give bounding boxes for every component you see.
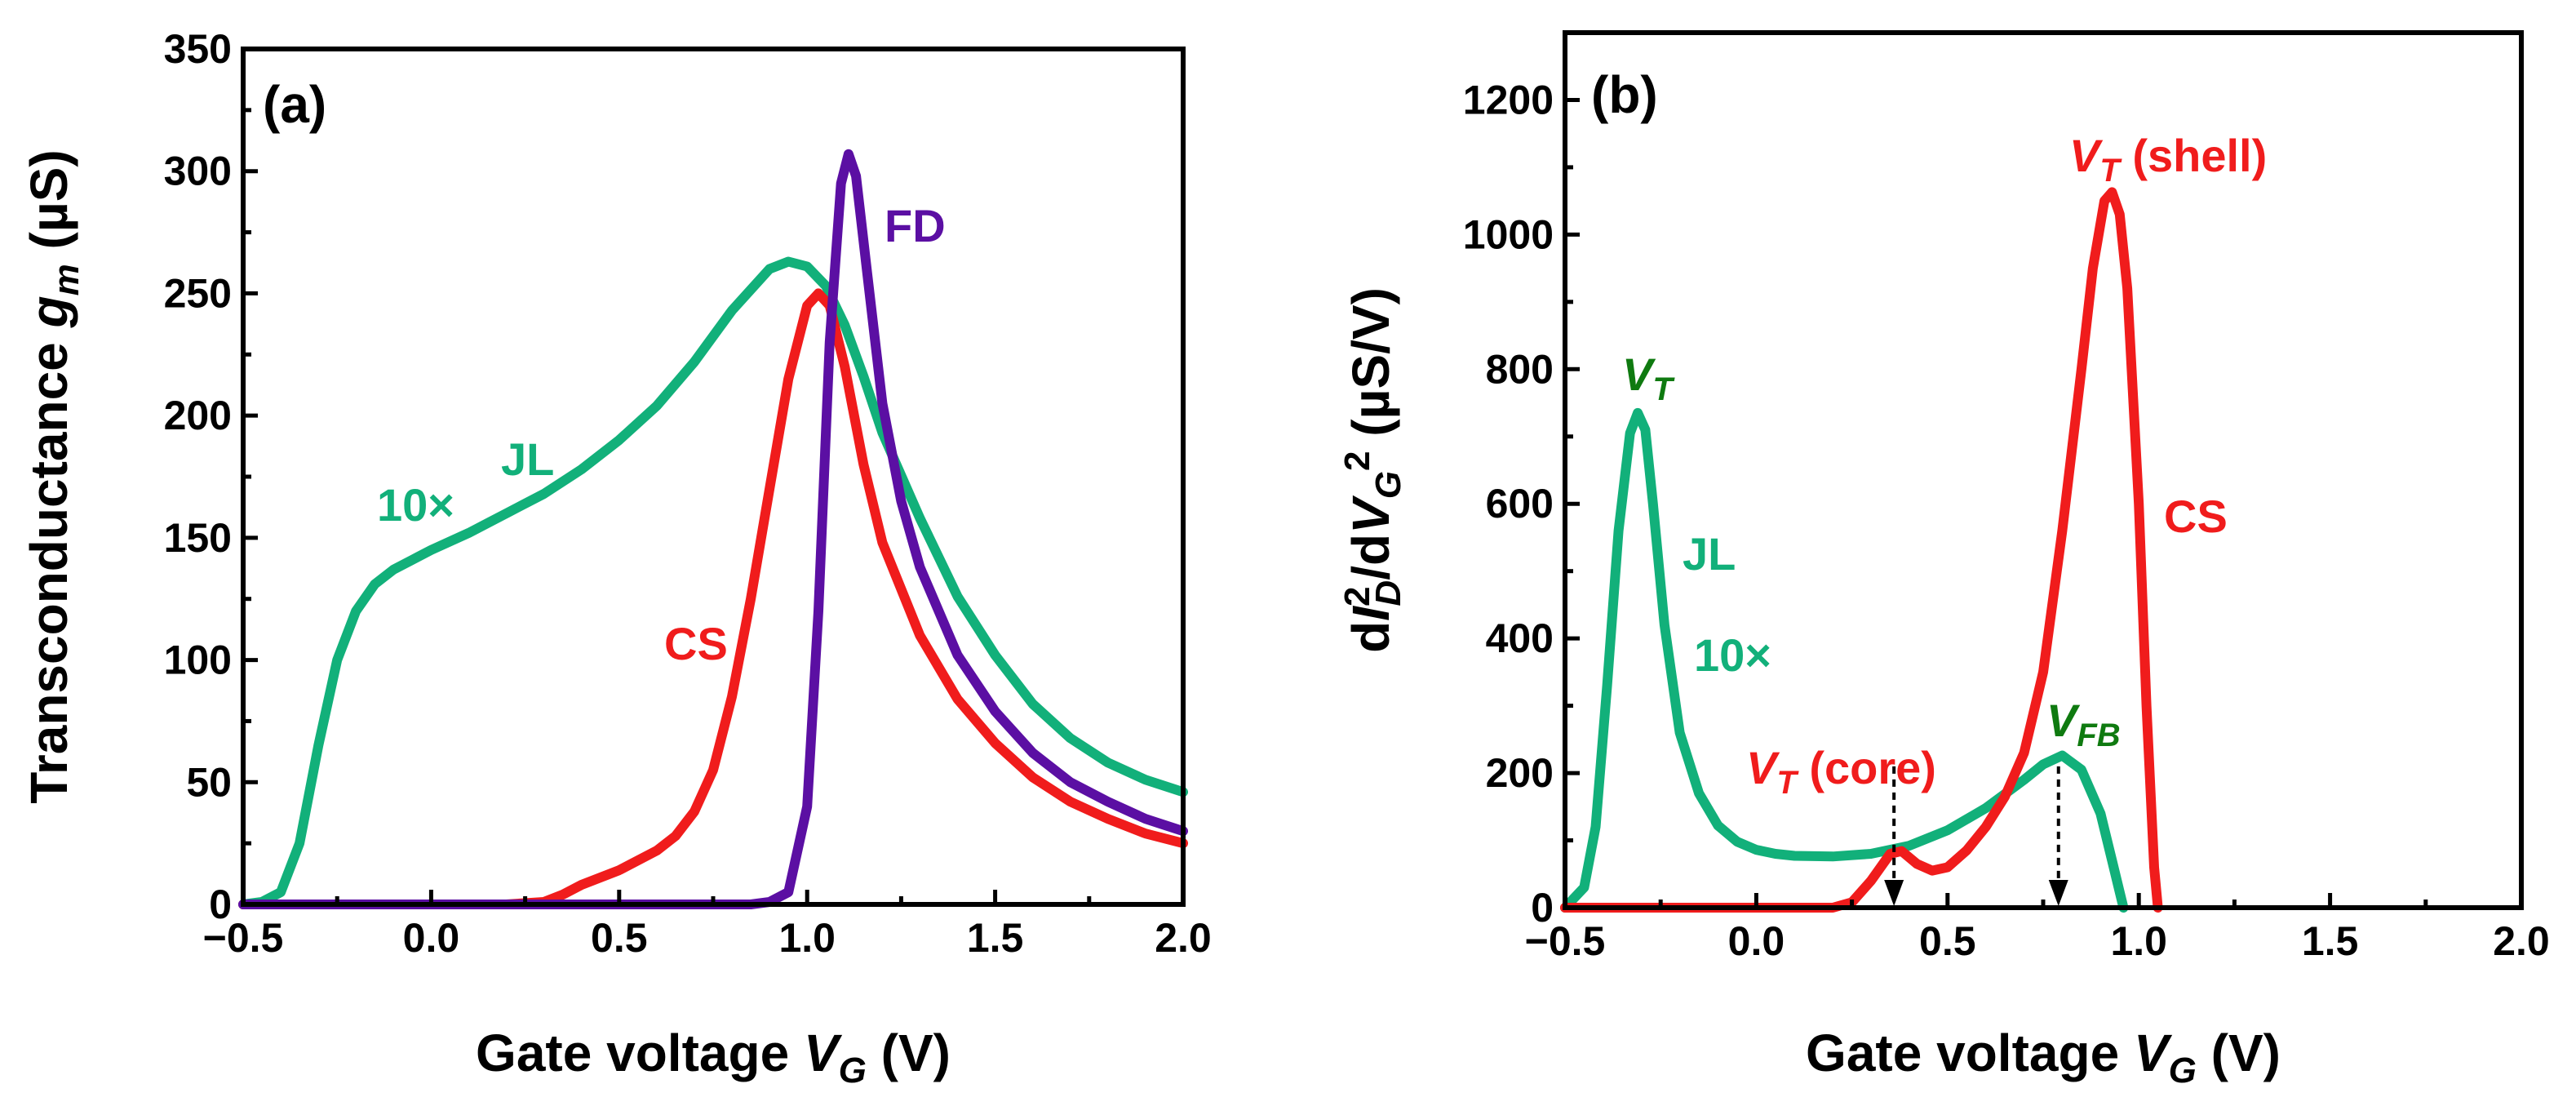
panel-a-series-cs-line bbox=[238, 288, 1188, 909]
panel-b-x-title-prefix: Gate voltage bbox=[1806, 1024, 2134, 1082]
panel-b-curves bbox=[1560, 187, 2163, 913]
panel-b-x-title-suffix: (V) bbox=[2197, 1024, 2281, 1082]
panel-a-annotation-10x: 10× bbox=[377, 479, 454, 531]
panel-b-y-title-sub2: G bbox=[1368, 471, 1408, 499]
panel-b-series-cs-line bbox=[1560, 187, 2163, 913]
panel-a-y-tick-label: 250 bbox=[164, 270, 232, 316]
panel-b-arrows bbox=[1884, 766, 2068, 906]
panel-a-y-tick-label: 150 bbox=[164, 515, 232, 561]
panel-b-y-ticks: 0 200 400 600 800 1000 1200 bbox=[1463, 77, 1580, 931]
panel-a-x-title-sub: G bbox=[839, 1051, 867, 1091]
panel-b-y-title-sub1: D bbox=[1368, 580, 1408, 606]
panel-b-annotation-cs: CS bbox=[2164, 491, 2228, 542]
panel-b-frame bbox=[1563, 30, 2524, 910]
panel-a-y-tick-label: 350 bbox=[164, 26, 232, 72]
panel-b: −0.5 0.0 0.5 1.0 1.5 2.0 0 200 400 600 800 1000 120… bbox=[1337, 30, 2550, 1091]
panel-b-annotation-10x: 10× bbox=[1694, 629, 1771, 681]
panel-a-series-jl-line bbox=[238, 256, 1188, 909]
panel-a-label: (a) bbox=[263, 75, 326, 134]
panel-a-x-title-prefix: Gate voltage bbox=[476, 1024, 804, 1082]
panel-a-x-title-var: V bbox=[804, 1024, 843, 1082]
panel-b-y-title-suffix: (µS/V) bbox=[1341, 287, 1400, 451]
panel-b-x-tick-label: 1.5 bbox=[2302, 918, 2359, 964]
panel-b-vt-jl-var: V bbox=[1622, 349, 1656, 400]
panel-a-x-title-suffix: (V) bbox=[867, 1024, 951, 1082]
panel-a-y-title-suffix: (µS) bbox=[20, 149, 78, 264]
panel-b-x-title-var: V bbox=[2134, 1024, 2173, 1082]
panel-b-vt-shell-rest: (shell) bbox=[2120, 130, 2267, 181]
panel-b-vt-core-rest: (core) bbox=[1797, 742, 1936, 793]
panel-b-annotation-vt-jl: VT bbox=[1622, 349, 1675, 407]
panel-b-y-title-var1: I bbox=[1341, 606, 1400, 621]
panel-a-x-ticks: −0.5 0.0 0.5 1.0 1.5 2.0 bbox=[203, 890, 1212, 961]
panel-a-y-title-sub: m bbox=[47, 264, 86, 295]
panel-a-y-axis-title: Transconductance gm (µS) bbox=[20, 149, 86, 803]
panel-a-x-tick-label: −0.5 bbox=[203, 915, 284, 961]
panel-b-y-tick-label: 800 bbox=[1486, 346, 1554, 392]
panel-b-x-title-sub: G bbox=[2169, 1051, 2197, 1091]
panel-b-vt-jl-sub: T bbox=[1652, 371, 1675, 407]
panel-a-annotation-fd: FD bbox=[885, 200, 946, 251]
panel-b-y-axis-title: dI2D/dVG2 (µS/V) bbox=[1337, 287, 1408, 653]
panel-b-x-ticks: −0.5 0.0 0.5 1.0 1.5 2.0 bbox=[1525, 893, 2550, 964]
panel-b-y-title-sup1: 2 bbox=[1337, 587, 1377, 606]
panel-b-x-tick-label: 1.0 bbox=[2110, 918, 2167, 964]
panel-a-y-tick-label: 0 bbox=[209, 882, 232, 927]
panel-b-y-tick-label: 400 bbox=[1486, 615, 1554, 661]
panel-a-y-ticks: 0 50 100 150 200 250 300 350 bbox=[164, 26, 258, 927]
panel-a-curves bbox=[238, 149, 1188, 909]
panel-b-vt-shell-sub: T bbox=[2099, 153, 2122, 189]
panel-b-x-axis-title: Gate voltage VG (V) bbox=[1806, 1024, 2281, 1091]
panel-a-x-axis-title: Gate voltage VG (V) bbox=[476, 1024, 951, 1091]
panel-a-x-tick-label: 1.5 bbox=[967, 915, 1024, 961]
panel-b-vfb-var: V bbox=[2046, 695, 2081, 746]
panel-b-x-tick-label: −0.5 bbox=[1525, 918, 1606, 964]
panel-a-x-tick-label: 0.0 bbox=[403, 915, 460, 961]
panel-a-series-fd-line bbox=[238, 149, 1188, 909]
panel-a-y-tick-label: 50 bbox=[186, 759, 232, 805]
panel-a: −0.5 0.0 0.5 1.0 1.5 2.0 0 50 100 150 200 250 300 35… bbox=[20, 26, 1212, 1091]
panel-b-y-tick-label: 1000 bbox=[1463, 211, 1554, 257]
panel-b-x-tick-label: 2.0 bbox=[2493, 918, 2550, 964]
panel-a-y-title-prefix: Transconductance bbox=[20, 327, 78, 803]
panel-b-annotation-vfb: VFB bbox=[2046, 695, 2121, 753]
panel-a-annotation-jl: JL bbox=[501, 433, 554, 485]
panel-b-y-tick-label: 1200 bbox=[1463, 77, 1554, 122]
panel-a-y-tick-label: 200 bbox=[164, 393, 232, 438]
panel-b-label: (b) bbox=[1591, 65, 1658, 124]
panel-b-vt-shell-var: V bbox=[2069, 130, 2104, 181]
panel-b-x-tick-label: 0.5 bbox=[1919, 918, 1976, 964]
panel-a-annotation-cs: CS bbox=[664, 618, 728, 669]
panel-a-x-tick-label: 2.0 bbox=[1155, 915, 1212, 961]
panel-b-arrow-core-head bbox=[1884, 880, 1904, 906]
panel-b-y-title-pre: d bbox=[1341, 621, 1400, 653]
panel-a-y-tick-label: 100 bbox=[164, 637, 232, 683]
panel-b-y-tick-label: 200 bbox=[1486, 750, 1554, 796]
panel-a-x-tick-label: 0.5 bbox=[591, 915, 648, 961]
panel-b-y-tick-label: 0 bbox=[1531, 885, 1554, 931]
panel-b-y-title-sup2: 2 bbox=[1337, 451, 1377, 471]
panel-b-y-title-var2: V bbox=[1341, 495, 1400, 534]
panel-b-arrow-flatband-head bbox=[2048, 880, 2068, 906]
panel-b-y-title-mid: /d bbox=[1341, 534, 1400, 580]
panel-b-vfb-sub: FB bbox=[2077, 717, 2120, 753]
panel-b-vt-core-sub: T bbox=[1776, 765, 1799, 801]
panel-b-x-tick-label: 0.0 bbox=[1728, 918, 1785, 964]
panel-a-y-tick-label: 300 bbox=[164, 149, 232, 194]
panel-b-vt-core-var: V bbox=[1746, 742, 1780, 793]
panel-b-y-tick-label: 600 bbox=[1486, 481, 1554, 526]
panel-a-y-title-var: g bbox=[20, 295, 78, 328]
panel-b-annotation-vt-shell: VT (shell) bbox=[2069, 130, 2267, 189]
panel-b-annotation-jl: JL bbox=[1683, 528, 1736, 580]
panel-b-annotation-vt-core: VT (core) bbox=[1746, 742, 1936, 801]
panel-a-x-tick-label: 1.0 bbox=[778, 915, 836, 961]
panel-b-series-jl-line bbox=[1560, 407, 2129, 913]
